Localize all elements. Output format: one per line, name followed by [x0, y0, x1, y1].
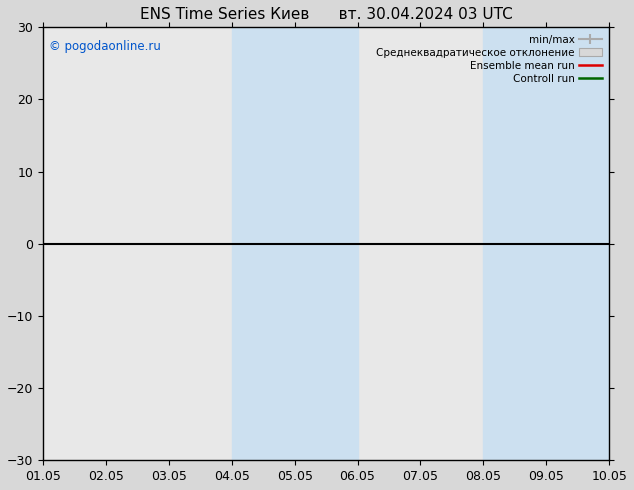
Title: ENS Time Series Киев      вт. 30.04.2024 03 UTC: ENS Time Series Киев вт. 30.04.2024 03 U…	[139, 7, 512, 22]
Bar	[232, 27, 358, 460]
Text: © pogodaonline.ru: © pogodaonline.ru	[49, 40, 160, 53]
Bar	[483, 27, 609, 460]
Legend: min/max, Среднеквадратическое отклонение, Ensemble mean run, Controll run: min/max, Среднеквадратическое отклонение…	[374, 32, 604, 86]
